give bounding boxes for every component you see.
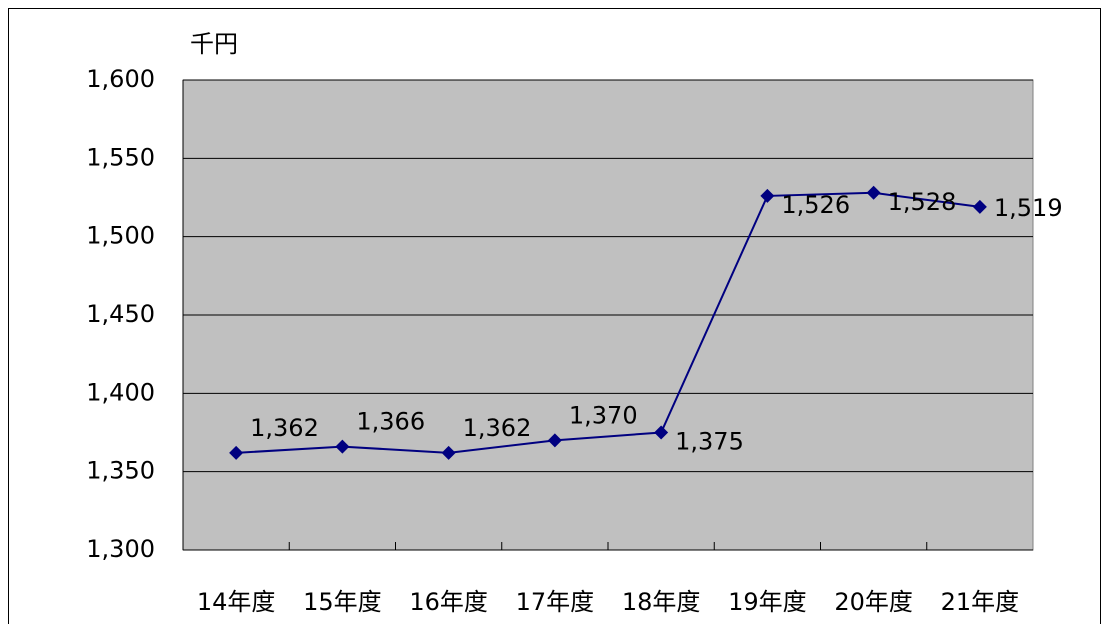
data-point	[441, 445, 456, 460]
data-label: 1,526	[781, 191, 850, 219]
data-label: 1,528	[888, 188, 957, 216]
y-tick-label: 1,450	[86, 300, 155, 328]
x-tick-label: 21年度	[941, 588, 1020, 616]
y-tick-label: 1,500	[86, 222, 155, 250]
data-label: 1,362	[250, 414, 319, 442]
data-label: 1,519	[994, 194, 1063, 222]
x-tick-label: 18年度	[622, 588, 701, 616]
x-tick-label: 19年度	[728, 588, 807, 616]
y-tick-label: 1,300	[86, 535, 155, 563]
data-label: 1,375	[675, 428, 744, 456]
x-tick-label: 16年度	[409, 588, 488, 616]
data-point	[760, 188, 775, 203]
y-tick-label: 1,550	[86, 143, 155, 171]
x-tick-label: 15年度	[303, 588, 382, 616]
data-point	[229, 445, 244, 460]
x-tick-label: 17年度	[516, 588, 595, 616]
data-label: 1,362	[463, 414, 532, 442]
data-point	[654, 425, 669, 440]
x-tick-label: 14年度	[197, 588, 276, 616]
y-tick-label: 1,350	[86, 457, 155, 485]
data-line	[236, 191, 981, 454]
y-tick-label: 1,600	[86, 65, 155, 93]
y-tick-label: 1,400	[86, 378, 155, 406]
y-unit-label: 千円	[190, 30, 238, 58]
data-label: 1,366	[356, 408, 425, 436]
data-point	[972, 199, 987, 214]
data-point	[335, 439, 350, 454]
data-point	[547, 433, 562, 448]
data-point	[866, 185, 881, 200]
x-tick-label: 20年度	[834, 588, 913, 616]
data-label: 1,370	[569, 401, 638, 429]
